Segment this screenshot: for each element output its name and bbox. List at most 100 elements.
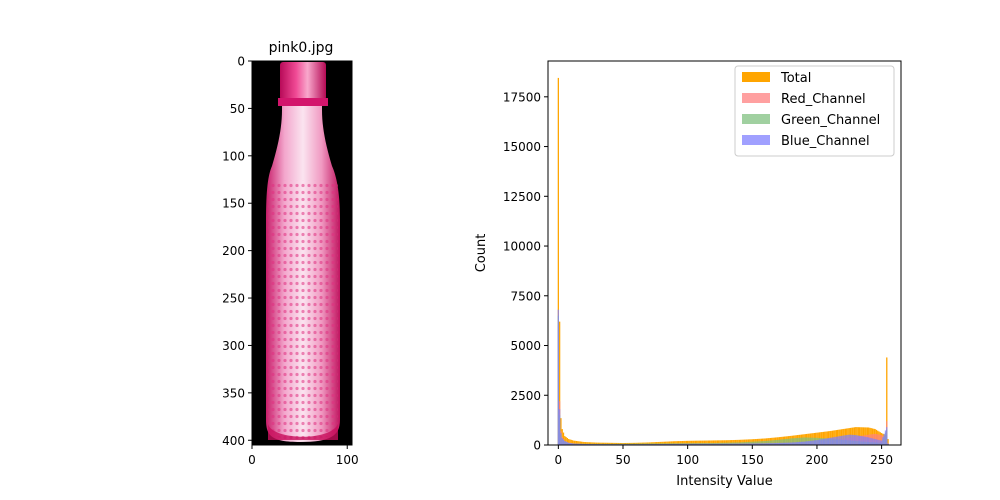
histogram-bar: [558, 409, 561, 445]
histogram-bar: [718, 440, 720, 445]
histogram-bar: [707, 440, 709, 445]
histogram-bar: [584, 442, 587, 445]
histogram-bar: [562, 439, 565, 445]
hist-y-tick-label: 17500: [503, 90, 541, 104]
histogram-bar: [836, 436, 839, 445]
image-title: pink0.jpg: [269, 40, 334, 56]
histogram-bar: [560, 433, 562, 445]
histogram-bar: [573, 440, 575, 445]
histogram-bar: [785, 442, 787, 445]
histogram-bar: [795, 442, 797, 445]
hist-x-tick-label: 250: [870, 453, 893, 467]
histogram-bar: [883, 433, 885, 445]
histogram-bar: [809, 440, 812, 445]
histogram-bar: [687, 443, 689, 445]
histogram-bar: [820, 439, 822, 445]
histogram-bar: [724, 440, 726, 445]
histogram-bar: [790, 442, 792, 445]
histogram-bar: [777, 443, 779, 445]
histogram-bar: [826, 431, 828, 445]
histogram-bar: [804, 441, 806, 445]
histogram-bar: [582, 443, 584, 445]
histogram-bar: [874, 439, 876, 445]
histogram-bar: [712, 440, 715, 445]
histogram-bar: [679, 443, 681, 445]
histogram-bar: [743, 443, 746, 445]
histogram-bar: [662, 441, 664, 445]
histogram-bar: [781, 439, 783, 445]
histogram-bar: [853, 434, 856, 445]
histogram-bar: [666, 443, 668, 445]
histogram-bar: [846, 435, 848, 445]
image-y-tick-label: 250: [222, 292, 245, 306]
histogram-bar: [562, 432, 565, 445]
histogram-bar: [777, 439, 779, 445]
histogram-bar: [835, 436, 837, 445]
histogram-bar: [583, 442, 585, 445]
histogram-bar: [557, 77, 559, 445]
histogram-bar: [588, 442, 591, 445]
histogram-bar: [780, 442, 782, 445]
histogram-bar: [774, 443, 777, 445]
histogram-bar: [759, 443, 761, 445]
histogram-bar: [729, 440, 731, 445]
histogram-bar: [834, 436, 836, 445]
histogram-bar: [723, 443, 725, 445]
image-y-tick-label: 50: [230, 102, 245, 116]
histogram-bar: [771, 440, 773, 445]
histogram-bar: [764, 443, 766, 445]
hist-x-tick-label: 50: [615, 453, 630, 467]
histogram-bar: [772, 440, 774, 445]
hist-y-tick-label: 5000: [510, 339, 541, 353]
histogram-bar: [697, 443, 699, 445]
histogram-bar: [574, 443, 576, 445]
histogram-bar: [817, 439, 819, 445]
histogram-bar: [746, 443, 748, 445]
histogram-bar: [767, 440, 769, 445]
histogram-bar: [756, 441, 759, 445]
histogram-bar: [679, 441, 681, 445]
histogram-bar: [747, 443, 750, 445]
histogram-bar: [711, 443, 713, 445]
histogram-bar: [800, 437, 803, 445]
histogram-bar: [776, 443, 778, 445]
histogram-bar: [574, 440, 576, 445]
histogram-bar: [759, 441, 761, 445]
histogram-bar: [844, 435, 847, 445]
histogram-bar: [796, 442, 799, 445]
histogram-bar: [825, 431, 827, 445]
histogram-bar: [569, 443, 571, 445]
histogram-bar: [577, 441, 579, 445]
histogram-bar: [773, 440, 775, 445]
histogram-bar: [733, 443, 735, 445]
histogram-bar: [690, 440, 693, 445]
histogram-bar: [672, 443, 675, 445]
histogram-bar: [756, 443, 759, 445]
histogram-bar: [733, 439, 735, 445]
histogram-bar: [795, 438, 797, 445]
histogram-bar: [727, 443, 729, 445]
histogram-bar: [868, 437, 870, 445]
histogram-bar: [758, 441, 760, 445]
histogram-panel: 0 2500 5000 7500 10000 12500 15000 17500 0 50 100…: [474, 60, 902, 489]
histogram-bar: [663, 441, 666, 445]
histogram-bar: [803, 441, 805, 445]
image-panel: pink0.jpg: [222, 40, 359, 467]
histogram-bar: [741, 443, 743, 445]
histogram-bar: [674, 441, 676, 445]
histogram-bar: [746, 441, 748, 445]
histogram-bar: [740, 443, 742, 445]
histogram-bar: [852, 434, 854, 445]
histogram-bar: [812, 440, 814, 445]
hist-x-tick-label: 100: [676, 453, 699, 467]
image-x-ticks: 0 100: [248, 445, 359, 467]
hist-y-tick-label: 0: [533, 439, 541, 453]
histogram-bar: [877, 439, 879, 445]
image-x-tick-label: 100: [336, 453, 359, 467]
histogram-bar: [577, 443, 579, 445]
histogram-bar: [794, 442, 796, 445]
histogram-bar: [856, 435, 858, 445]
histogram-bar: [870, 438, 872, 445]
histogram-bar: [813, 440, 816, 445]
histogram-bar: [851, 434, 853, 445]
